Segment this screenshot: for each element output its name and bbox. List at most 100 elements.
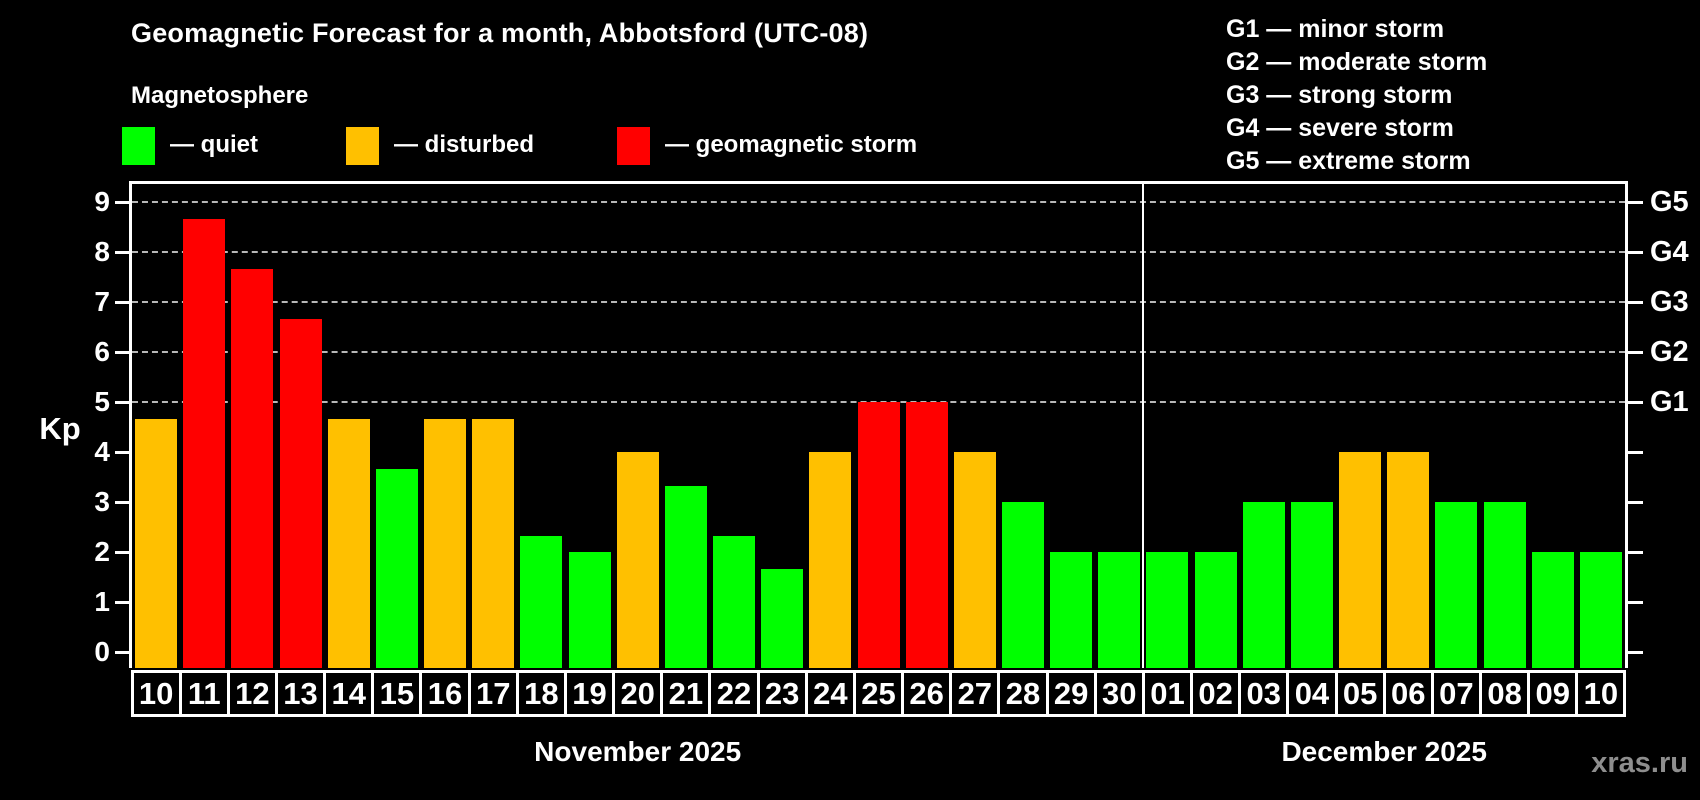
y-tick-right-0: [1628, 651, 1643, 654]
day-cell-24-day-03: 03: [1238, 670, 1290, 717]
chart-title: Geomagnetic Forecast for a month, Abbots…: [131, 18, 869, 48]
day-cell-13-day-22: 22: [708, 670, 760, 717]
bar-27-day-06: [1387, 452, 1430, 668]
g-legend-line-g4: G4 — severe storm: [1226, 114, 1454, 142]
y-tick-label-2: 2: [94, 536, 110, 567]
y-tick-left-6: [115, 351, 130, 354]
y-tick-left-5: [115, 401, 130, 404]
g-legend-line-g1: G1 — minor storm: [1226, 15, 1445, 43]
y-axis-title: Kp: [39, 411, 81, 446]
bar-10-day-19: [568, 552, 611, 668]
day-cell-8-day-17: 17: [467, 670, 519, 717]
month-label-0: November 2025: [534, 736, 742, 767]
y-tick-right-4: [1628, 451, 1643, 454]
legend-label-disturbed: — disturbed: [394, 131, 535, 158]
y-tick-label-5: 5: [94, 386, 110, 417]
y-tick-left-9: [115, 201, 130, 204]
plot-area: [132, 184, 1625, 668]
bar-21-day-30: [1098, 552, 1141, 668]
y-tick-right-5: [1628, 401, 1643, 404]
day-cell-19-day-28: 28: [997, 670, 1049, 717]
bar-12-day-21: [664, 485, 707, 668]
y-tick-left-3: [115, 501, 130, 504]
plot-left-spine: [129, 181, 132, 668]
y-tick-left-7: [115, 301, 130, 304]
g-axis-label-g5: G5: [1650, 186, 1689, 218]
day-cell-4-day-13: 13: [274, 670, 327, 717]
g-legend-line-g2: G2 — moderate storm: [1226, 48, 1488, 76]
day-cell-10-day-19: 19: [563, 670, 616, 717]
bar-6-day-15: [375, 468, 418, 668]
day-cell-21-day-30: 30: [1093, 670, 1145, 717]
g-axis-label-g2: G2: [1650, 336, 1689, 368]
y-tick-label-6: 6: [94, 336, 110, 367]
y-tick-left-0: [115, 651, 130, 654]
bar-22-day-01: [1146, 552, 1189, 668]
day-cell-27-day-06: 06: [1382, 670, 1434, 717]
quiet-color-swatch: [122, 127, 155, 165]
watermark: xras.ru: [1591, 747, 1688, 779]
day-cell-2-day-11: 11: [178, 670, 230, 717]
day-cell-26-day-05: 05: [1334, 670, 1386, 717]
y-tick-label-1: 1: [94, 586, 110, 617]
bar-14-day-23: [761, 568, 804, 668]
g-legend-line-g5: G5 — extreme storm: [1226, 147, 1471, 175]
g-legend-line-g3: G3 — strong storm: [1226, 81, 1453, 109]
day-cell-30-day-09: 09: [1527, 670, 1579, 717]
bar-28-day-07: [1435, 502, 1478, 668]
y-tick-label-3: 3: [94, 486, 110, 517]
day-cell-3-day-12: 12: [226, 670, 278, 717]
g-scale-legend: G1 — minor storm G2 — moderate storm G3 …: [1226, 13, 1487, 178]
bar-7-day-16: [424, 418, 467, 668]
day-cell-16-day-25: 25: [852, 670, 905, 717]
plot-top-spine: [129, 181, 1628, 184]
day-cell-20-day-29: 29: [1045, 670, 1097, 717]
day-cell-28-day-07: 07: [1430, 670, 1482, 717]
bar-1-day-10: [135, 418, 178, 668]
disturbed-color-swatch: [346, 127, 379, 165]
y-tick-right-8: [1628, 251, 1643, 254]
chart-subtitle: Magnetosphere: [131, 82, 309, 109]
bar-15-day-24: [809, 452, 852, 668]
bar-9-day-18: [520, 535, 563, 668]
y-tick-right-9: [1628, 201, 1643, 204]
month-separator: [1142, 184, 1145, 668]
day-cell-1-day-10: 10: [130, 670, 182, 717]
bar-8-day-17: [472, 418, 515, 668]
bar-30-day-09: [1531, 552, 1574, 668]
month-label-1: December 2025: [1281, 736, 1487, 767]
bar-13-day-22: [713, 535, 756, 668]
y-tick-right-3: [1628, 501, 1643, 504]
bar-29-day-08: [1483, 502, 1526, 668]
g-axis-label-g3: G3: [1650, 286, 1689, 318]
bar-24-day-03: [1242, 502, 1285, 668]
y-tick-label-4: 4: [94, 436, 110, 467]
bar-20-day-29: [1050, 552, 1093, 668]
bar-4-day-13: [279, 318, 322, 668]
gridline-kp-7: [132, 301, 1625, 303]
day-cell-22-day-01: 01: [1141, 670, 1194, 717]
y-tick-left-8: [115, 251, 130, 254]
day-cell-11-day-20: 20: [612, 670, 664, 717]
y-tick-label-8: 8: [94, 236, 110, 267]
day-cell-29-day-08: 08: [1479, 670, 1531, 717]
y-tick-left-1: [115, 601, 130, 604]
bar-11-day-20: [616, 452, 659, 668]
legend-item-disturbed: — disturbed: [346, 126, 586, 166]
gridline-kp-8: [132, 251, 1625, 253]
bar-26-day-05: [1339, 452, 1382, 668]
plot-right-spine: [1625, 181, 1628, 668]
gridline-kp-6: [132, 351, 1625, 353]
day-cell-5-day-14: 14: [323, 670, 375, 717]
day-cell-18-day-27: 27: [949, 670, 1001, 717]
legend-label-quiet: — quiet: [170, 131, 258, 158]
bar-31-day-10: [1579, 552, 1622, 668]
day-cell-25-day-04: 04: [1286, 670, 1338, 717]
bar-19-day-28: [1001, 502, 1044, 668]
day-cell-14-day-23: 23: [756, 670, 808, 717]
legend-item-storm: — geomagnetic storm: [617, 126, 947, 166]
y-tick-label-9: 9: [94, 186, 110, 217]
bar-16-day-25: [857, 402, 900, 668]
y-tick-right-2: [1628, 551, 1643, 554]
